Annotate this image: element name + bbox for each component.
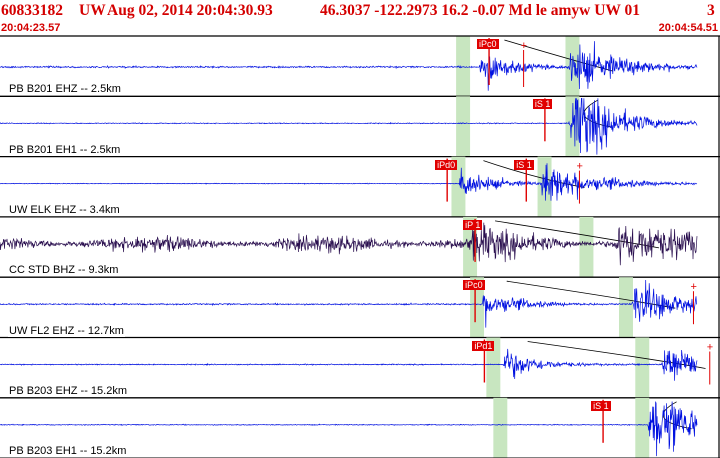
event-id: 60833182 — [1, 2, 63, 19]
waveform — [0, 348, 698, 381]
station-label: UW FL2 EHZ -- 12.7km — [8, 324, 125, 337]
pick-plus-marker: + — [707, 342, 713, 354]
arrival-window — [470, 277, 485, 338]
waveform — [0, 97, 698, 155]
event-datetime: Aug 02, 2014 20:04:30.93 — [107, 2, 273, 19]
pick-label[interactable]: iS 1 — [532, 99, 553, 110]
trace-panel: + — [0, 156, 720, 218]
coda-curve — [483, 160, 585, 188]
waveform — [0, 279, 698, 328]
event-header: 60833182 UW Aug 02, 2014 20:04:30.93 46.… — [0, 0, 720, 22]
trace-panel: + — [0, 277, 720, 339]
station-label: UW ELK EHZ -- 3.4km — [8, 203, 121, 216]
waveform — [0, 401, 698, 457]
station-label: PB B203 EH1 -- 15.2km — [8, 445, 128, 458]
pick-label[interactable]: iS 1 — [514, 159, 534, 170]
waveform — [0, 219, 698, 266]
arrival-window — [565, 96, 580, 157]
waveform — [0, 163, 698, 201]
event-location-magnitude: 46.3037 -122.2973 16.2 -0.07 Md le amyw … — [320, 2, 641, 19]
arrival-window — [451, 156, 466, 217]
arrival-window — [486, 337, 501, 398]
trace-panel: + — [0, 36, 720, 97]
trace-panel: + — [0, 337, 720, 399]
pick-label[interactable]: iPc0 — [477, 39, 499, 49]
arrival-window — [493, 397, 508, 458]
pick-label[interactable]: iPd0 — [435, 159, 458, 170]
start-time: 20:04:23.57 — [1, 22, 61, 34]
pick-plus-marker: + — [521, 40, 527, 52]
pick-label[interactable]: iPd1 — [472, 340, 495, 351]
arrival-window — [456, 36, 471, 97]
pick-label[interactable]: iP 1 — [463, 219, 483, 230]
event-count: 3 — [707, 2, 715, 19]
arrival-window — [456, 96, 471, 157]
arrival-window — [579, 216, 594, 278]
station-label: CC STD BHZ -- 9.3km — [8, 264, 120, 277]
station-label: PB B203 EHZ -- 15.2km — [8, 384, 128, 397]
pick-plus-marker: + — [576, 161, 582, 173]
pick-label[interactable]: iS 1 — [591, 400, 611, 411]
coda-curve — [527, 341, 706, 369]
arrival-window — [619, 277, 633, 338]
end-time: 20:04:54.51 — [658, 22, 718, 34]
network-code: UW — [79, 2, 106, 19]
trace-panel: + — [0, 216, 720, 278]
pick-label[interactable]: iPc0 — [463, 280, 485, 291]
arrival-window — [635, 337, 650, 398]
coda-curve — [495, 220, 660, 249]
pick-plus-marker: + — [690, 281, 696, 293]
waveform — [0, 41, 698, 91]
trace-panel — [0, 397, 720, 458]
station-label: PB B201 EHZ -- 2.5km — [8, 83, 122, 96]
arrival-window — [635, 397, 650, 458]
station-label: PB B201 EH1 -- 2.5km — [8, 143, 122, 156]
